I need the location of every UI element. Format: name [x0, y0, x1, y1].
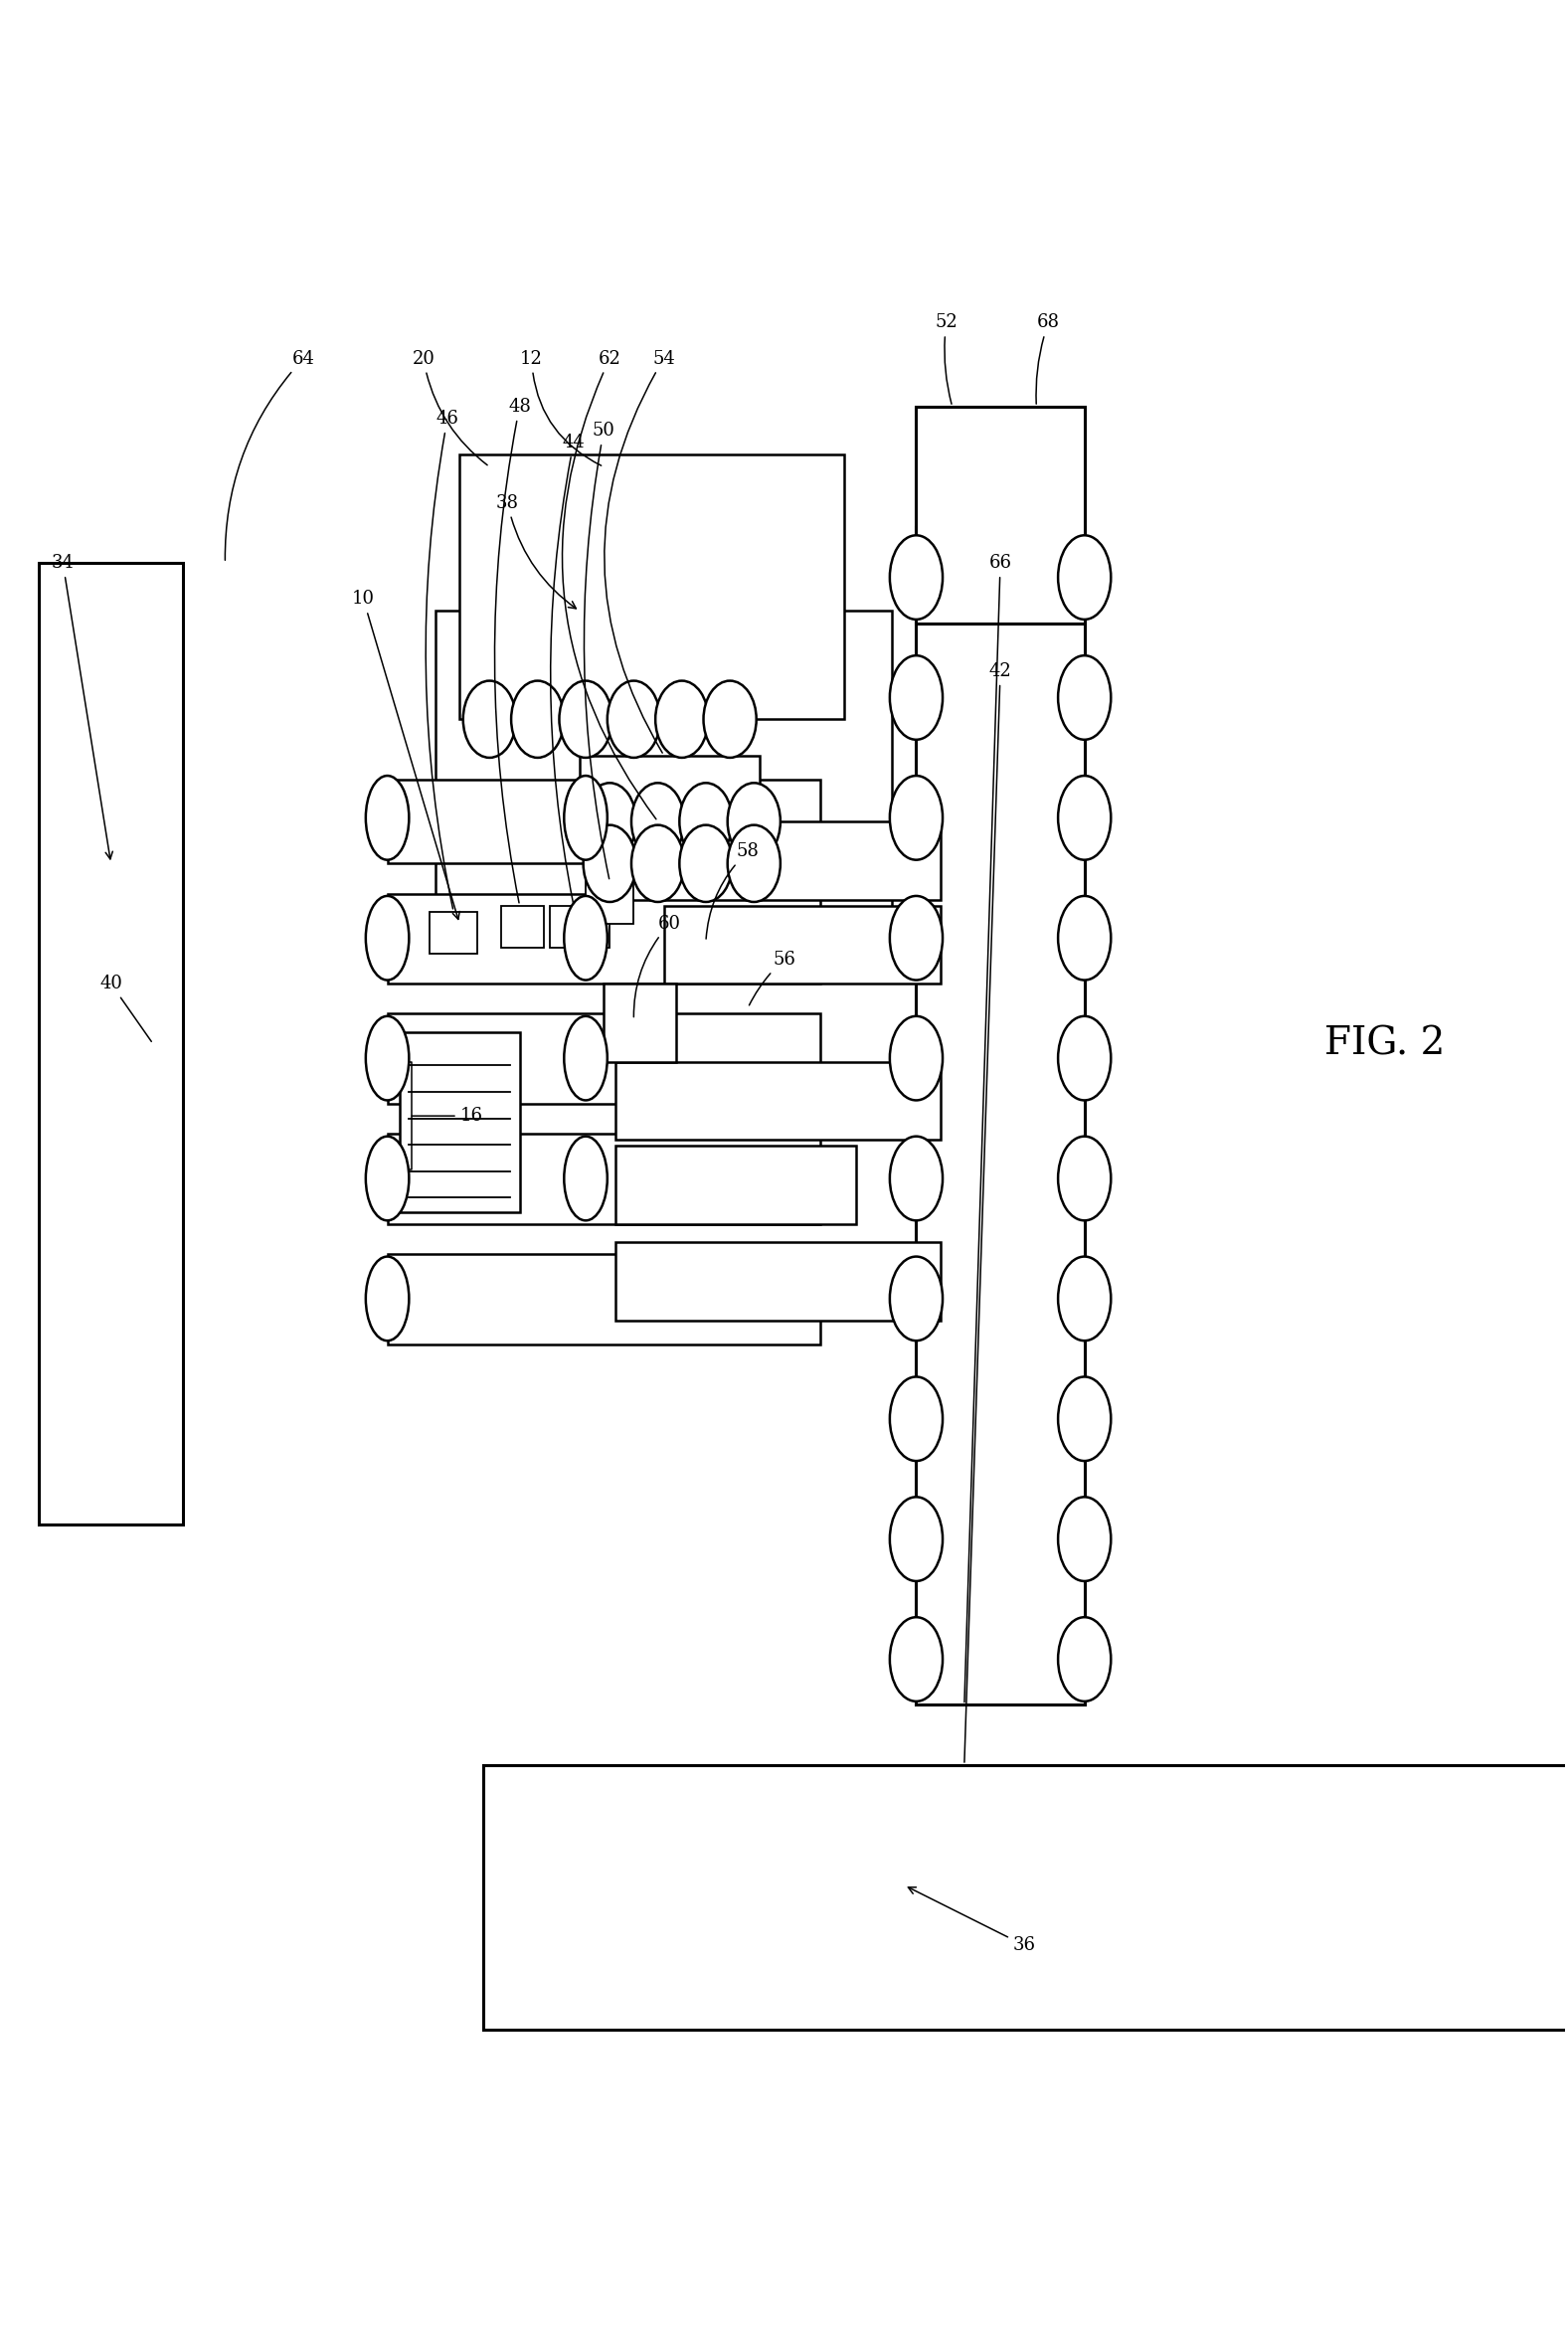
Text: 40: 40 — [99, 975, 152, 1041]
Ellipse shape — [889, 1257, 942, 1341]
Ellipse shape — [564, 775, 607, 859]
Ellipse shape — [1058, 1376, 1110, 1462]
Ellipse shape — [1058, 1136, 1110, 1220]
Bar — [550, 906, 610, 947]
Bar — [616, 1145, 856, 1225]
Bar — [663, 906, 941, 985]
Bar — [580, 754, 760, 822]
Ellipse shape — [889, 775, 942, 859]
Ellipse shape — [632, 782, 684, 859]
Bar — [387, 780, 820, 864]
Text: 42: 42 — [964, 661, 1011, 1762]
Bar — [483, 1765, 1568, 2030]
Ellipse shape — [564, 1136, 607, 1220]
Bar — [436, 610, 892, 924]
Text: 16: 16 — [408, 1062, 483, 1169]
Text: 38: 38 — [495, 494, 575, 608]
Ellipse shape — [1058, 1497, 1110, 1581]
Bar — [400, 1031, 519, 1213]
Bar — [387, 1134, 820, 1225]
Text: 10: 10 — [351, 589, 459, 920]
Ellipse shape — [889, 896, 942, 980]
Ellipse shape — [365, 896, 409, 980]
Bar — [604, 822, 941, 899]
Text: 50: 50 — [585, 421, 615, 878]
Ellipse shape — [1058, 535, 1110, 619]
Text: 46: 46 — [426, 410, 459, 908]
Bar — [387, 894, 820, 985]
Bar — [916, 407, 1085, 624]
Ellipse shape — [365, 1257, 409, 1341]
Ellipse shape — [560, 680, 612, 757]
Text: 62: 62 — [563, 349, 655, 819]
Ellipse shape — [704, 680, 756, 757]
Text: 54: 54 — [604, 349, 676, 752]
Text: 36: 36 — [908, 1888, 1036, 1953]
Text: 56: 56 — [750, 950, 795, 1006]
Ellipse shape — [889, 1497, 942, 1581]
Bar — [430, 913, 478, 954]
Bar — [387, 1255, 820, 1343]
Ellipse shape — [1058, 1618, 1110, 1702]
Ellipse shape — [889, 656, 942, 740]
Text: 64: 64 — [226, 349, 315, 561]
Ellipse shape — [564, 896, 607, 980]
Ellipse shape — [889, 1618, 942, 1702]
Ellipse shape — [728, 824, 781, 901]
Bar — [616, 1062, 941, 1141]
Text: 20: 20 — [412, 349, 488, 466]
Bar — [604, 985, 676, 1062]
Ellipse shape — [632, 824, 684, 901]
Bar — [459, 454, 844, 719]
Ellipse shape — [511, 680, 564, 757]
Ellipse shape — [1058, 896, 1110, 980]
Text: 52: 52 — [935, 314, 958, 405]
Text: 48: 48 — [494, 398, 532, 903]
Text: 34: 34 — [52, 554, 113, 859]
Text: 66: 66 — [964, 554, 1011, 1702]
Ellipse shape — [607, 680, 660, 757]
Ellipse shape — [889, 1136, 942, 1220]
Bar — [39, 563, 183, 1525]
Bar — [502, 906, 544, 947]
Ellipse shape — [583, 824, 637, 901]
Ellipse shape — [583, 782, 637, 859]
Ellipse shape — [564, 1015, 607, 1101]
Ellipse shape — [1058, 775, 1110, 859]
Text: 68: 68 — [1036, 314, 1060, 405]
Ellipse shape — [365, 775, 409, 859]
Bar — [387, 1013, 820, 1103]
Bar — [616, 1243, 941, 1320]
Ellipse shape — [889, 1015, 942, 1101]
Ellipse shape — [365, 1136, 409, 1220]
Bar — [916, 526, 1085, 1704]
Ellipse shape — [889, 1376, 942, 1462]
Ellipse shape — [728, 782, 781, 859]
Ellipse shape — [1058, 656, 1110, 740]
Text: 12: 12 — [521, 349, 601, 466]
Text: 60: 60 — [633, 915, 681, 1017]
Ellipse shape — [463, 680, 516, 757]
Ellipse shape — [1058, 1015, 1110, 1101]
Ellipse shape — [1058, 1257, 1110, 1341]
Ellipse shape — [679, 782, 732, 859]
Ellipse shape — [655, 680, 709, 757]
Text: 58: 58 — [706, 843, 759, 938]
Text: FIG. 2: FIG. 2 — [1325, 1024, 1446, 1062]
Ellipse shape — [679, 824, 732, 901]
Text: 44: 44 — [550, 433, 585, 903]
Ellipse shape — [365, 1015, 409, 1101]
Ellipse shape — [889, 535, 942, 619]
Bar — [586, 882, 633, 924]
